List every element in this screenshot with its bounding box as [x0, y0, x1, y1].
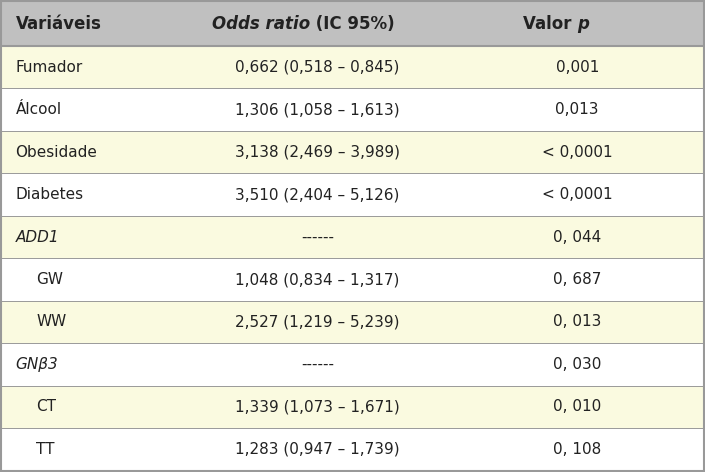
Text: Variáveis: Variáveis — [16, 15, 102, 33]
Text: CT: CT — [37, 399, 56, 414]
Text: 3,510 (2,404 – 5,126): 3,510 (2,404 – 5,126) — [235, 187, 400, 202]
Text: 3,138 (2,469 – 3,989): 3,138 (2,469 – 3,989) — [235, 144, 400, 160]
FancyBboxPatch shape — [1, 1, 704, 46]
Text: Álcool: Álcool — [16, 102, 61, 117]
Text: 0, 030: 0, 030 — [553, 357, 601, 372]
Text: WW: WW — [37, 314, 67, 329]
Text: Obesidade: Obesidade — [16, 144, 97, 160]
Text: TT: TT — [37, 442, 55, 457]
Text: 1,283 (0,947 – 1,739): 1,283 (0,947 – 1,739) — [235, 442, 400, 457]
Text: Fumador: Fumador — [16, 59, 82, 75]
Text: 0, 687: 0, 687 — [553, 272, 601, 287]
Text: 1,048 (0,834 – 1,317): 1,048 (0,834 – 1,317) — [235, 272, 400, 287]
Text: 0,662 (0,518 – 0,845): 0,662 (0,518 – 0,845) — [235, 59, 400, 75]
Text: 0, 044: 0, 044 — [553, 229, 601, 244]
Text: 1,339 (1,073 – 1,671): 1,339 (1,073 – 1,671) — [235, 399, 400, 414]
Text: 0,001: 0,001 — [556, 59, 599, 75]
Text: GNβ3: GNβ3 — [16, 357, 59, 372]
Text: p: p — [577, 15, 589, 33]
Text: 0, 010: 0, 010 — [553, 399, 601, 414]
Text: 0, 013: 0, 013 — [553, 314, 601, 329]
Text: (IC 95%): (IC 95%) — [310, 15, 395, 33]
Text: 2,527 (1,219 – 5,239): 2,527 (1,219 – 5,239) — [235, 314, 400, 329]
Text: < 0,0001: < 0,0001 — [542, 187, 613, 202]
Text: ------: ------ — [301, 357, 334, 372]
FancyBboxPatch shape — [1, 428, 704, 471]
FancyBboxPatch shape — [1, 216, 704, 258]
FancyBboxPatch shape — [1, 46, 704, 88]
FancyBboxPatch shape — [1, 343, 704, 386]
Text: 0, 108: 0, 108 — [553, 442, 601, 457]
Text: Odds ratio: Odds ratio — [212, 15, 310, 33]
FancyBboxPatch shape — [1, 301, 704, 343]
Text: 0,013: 0,013 — [556, 102, 599, 117]
FancyBboxPatch shape — [1, 131, 704, 173]
Text: Valor: Valor — [523, 15, 577, 33]
Text: 1,306 (1,058 – 1,613): 1,306 (1,058 – 1,613) — [235, 102, 400, 117]
FancyBboxPatch shape — [1, 88, 704, 131]
Text: Diabetes: Diabetes — [16, 187, 84, 202]
FancyBboxPatch shape — [1, 258, 704, 301]
Text: ------: ------ — [301, 229, 334, 244]
Text: < 0,0001: < 0,0001 — [542, 144, 613, 160]
FancyBboxPatch shape — [1, 173, 704, 216]
Text: ADD1: ADD1 — [16, 229, 59, 244]
Text: GW: GW — [37, 272, 63, 287]
FancyBboxPatch shape — [1, 386, 704, 428]
